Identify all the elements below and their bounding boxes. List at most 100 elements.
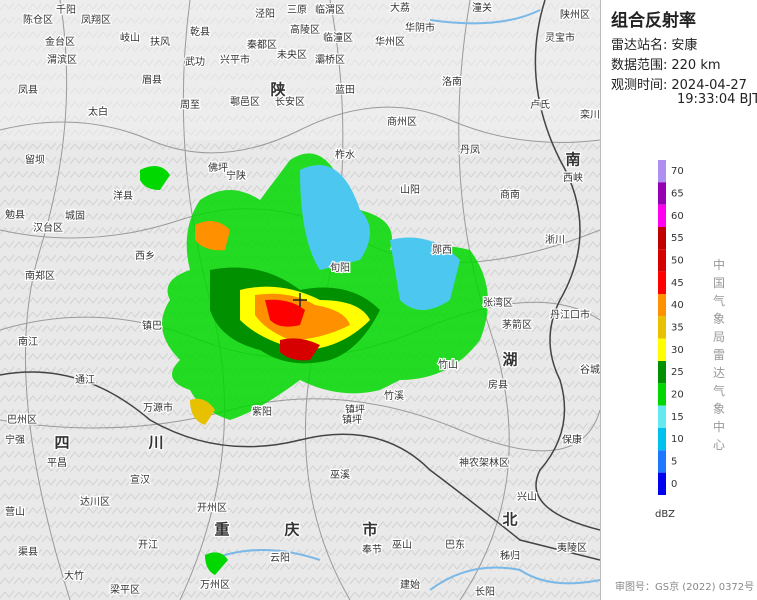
legend-tick-label: 0	[671, 479, 677, 490]
place-label: 灞桥区	[315, 54, 345, 66]
region-label: 四	[54, 434, 69, 452]
value: 220 km	[671, 58, 721, 73]
place-label: 卢氏	[530, 98, 550, 111]
place-label: 华州区	[375, 35, 405, 48]
place-label: 宁强	[5, 433, 25, 446]
label: 观测时间:	[611, 78, 668, 93]
place-label: 竹溪	[384, 389, 404, 402]
place-label: 泾阳	[255, 7, 275, 20]
place-label: 长阳	[475, 586, 495, 598]
legend-tick-label: 70	[671, 166, 684, 177]
place-label: 房县	[488, 378, 508, 391]
place-label: 灵宝市	[545, 31, 575, 44]
legend-tick-label: 65	[671, 189, 684, 200]
legend-swatch	[658, 405, 666, 428]
radar-echo	[140, 153, 488, 575]
legend-swatch	[658, 383, 666, 406]
place-label: 达川区	[80, 496, 110, 508]
value: 安康	[671, 38, 698, 53]
place-label: 宁陕	[226, 169, 246, 182]
legend-tick-label: 45	[671, 278, 684, 289]
place-label: 长安区	[275, 95, 305, 108]
place-label: 金台区	[45, 35, 75, 48]
place-label: 开州区	[197, 502, 227, 514]
place-label: 周至	[180, 99, 200, 111]
legend-tick-label: 60	[671, 211, 684, 222]
place-label: 商州区	[387, 115, 417, 128]
place-label: 营山	[5, 505, 25, 518]
info-panel: 组合反射率 雷达站名: 安康 数据范围: 220 km 观测时间: 2024-04-2…	[600, 0, 757, 600]
place-label: 未央区	[277, 48, 307, 61]
place-label: 山阳	[400, 184, 420, 196]
place-label: 万州区	[200, 579, 230, 591]
place-label: 万源市	[143, 401, 173, 414]
credit: 中国气象局雷达气象中心	[713, 258, 726, 452]
place-label: 巫山	[392, 539, 412, 551]
place-label: 保康	[562, 433, 582, 446]
place-label: 商南	[500, 188, 520, 201]
place-label: 郧西	[432, 244, 452, 256]
place-label: 云阳	[270, 552, 290, 564]
range-row: 数据范围: 220 km	[611, 54, 725, 73]
place-label: 岐山	[120, 31, 140, 44]
place-label: 大荔	[390, 1, 410, 14]
place-label: 淅川	[545, 234, 565, 246]
place-label: 兴山	[517, 491, 537, 503]
place-label: 栾川	[580, 108, 600, 121]
place-label: 夷陵区	[557, 541, 587, 554]
place-label: 丹凤	[460, 144, 480, 156]
place-label: 蓝田	[335, 84, 355, 96]
place-label: 秭归	[500, 549, 520, 562]
place-label: 勉县	[5, 208, 25, 221]
legend-swatch	[658, 472, 666, 495]
legend-swatch	[658, 450, 666, 473]
place-label: 洋县	[113, 189, 133, 202]
place-label: 镇巴	[142, 319, 162, 332]
legend-tick-label: 40	[671, 300, 684, 311]
place-label: 城固	[65, 210, 85, 222]
place-label: 平昌	[47, 457, 67, 469]
place-label: 太白	[88, 105, 108, 118]
place-label: 洛南	[442, 75, 462, 88]
place-label: 潼关	[472, 1, 492, 14]
legend-swatch	[658, 428, 666, 451]
region-label: 陕	[270, 81, 285, 99]
region-label: 南	[565, 151, 580, 169]
place-label: 宣汉	[130, 473, 150, 486]
legend-swatch	[658, 249, 666, 272]
legend-tick-label: 5	[671, 457, 677, 468]
place-label: 渠县	[18, 546, 38, 558]
place-label: 镇坪	[345, 403, 365, 416]
legend-tick-label: 15	[671, 412, 684, 423]
place-label: 柞水	[335, 148, 355, 161]
place-label: 临潼区	[323, 31, 353, 44]
plain	[0, 0, 600, 140]
place-label: 竹山	[438, 358, 458, 371]
place-label: 高陵区	[290, 23, 320, 36]
footer: 审图号：GS京 (2022) 0372号	[615, 582, 755, 593]
place-label: 凤翔区	[81, 13, 111, 26]
place-label: 巴东	[445, 538, 465, 551]
place-label: 奉节	[362, 543, 382, 556]
place-label: 紫阳	[252, 406, 272, 418]
region-label: 庆	[284, 521, 299, 539]
place-label: 西乡	[135, 250, 155, 262]
legend-tick-label: 50	[671, 256, 684, 267]
place-label: 大竹	[64, 569, 84, 582]
place-label: 留坝	[25, 153, 45, 166]
place-label: 镇坪	[342, 413, 362, 426]
place-label: 西峡	[563, 171, 583, 184]
place-label: 乾县	[190, 25, 210, 38]
place-label: 陕州区	[560, 8, 590, 21]
legend-swatch	[658, 338, 666, 361]
place-label: 佛坪	[208, 161, 228, 174]
place-label: 巴州区	[7, 414, 37, 426]
place-label: 兴平市	[220, 53, 250, 66]
place-label: 凤县	[18, 84, 38, 96]
region-label: 重	[214, 521, 229, 539]
label: 雷达站名:	[611, 38, 668, 53]
place-label: 巫溪	[330, 469, 350, 481]
time-row: 观测时间: 2024-04-27	[611, 74, 751, 93]
